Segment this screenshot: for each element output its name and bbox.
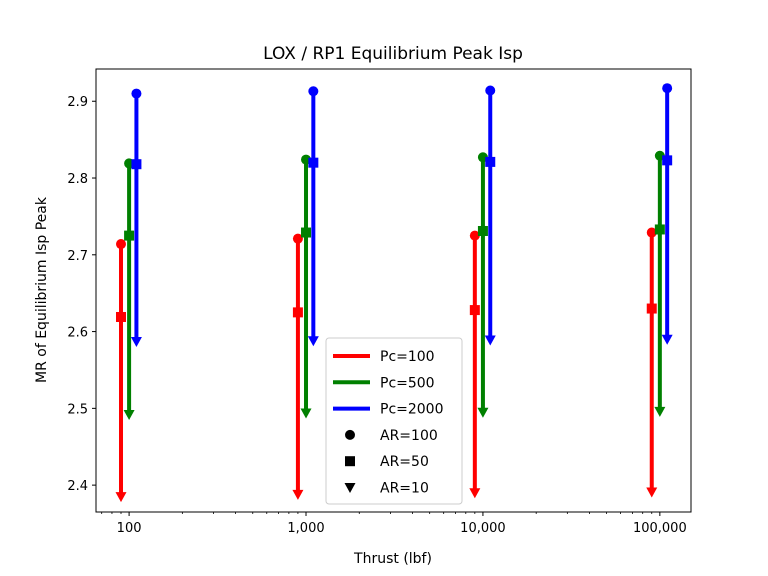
ar100-point xyxy=(469,230,480,241)
legend-triangle-marker xyxy=(344,483,356,493)
legend-circle-marker xyxy=(345,429,355,440)
ar10-point xyxy=(292,489,304,500)
ar10-point xyxy=(646,487,658,498)
ar50-point xyxy=(308,157,319,168)
y-tick-label: 2.6 xyxy=(67,326,88,341)
ar50-point xyxy=(485,156,496,167)
x-tick-label: 100,000 xyxy=(633,521,687,536)
legend-series-label: Pc=500 xyxy=(380,375,435,391)
legend-series-label: Pc=2000 xyxy=(380,402,444,418)
ar10-point xyxy=(484,335,496,346)
ar10-point xyxy=(123,409,135,420)
ar10-point xyxy=(661,334,673,345)
y-tick-label: 2.8 xyxy=(67,172,88,187)
ar10-point xyxy=(300,408,312,419)
ar100-point xyxy=(131,88,142,99)
x-axis-label: Thrust (lbf) xyxy=(353,551,432,567)
legend-marker-label: AR=100 xyxy=(380,428,438,444)
x-tick-label: 1,000 xyxy=(287,521,324,536)
y-tick-label: 2.7 xyxy=(67,249,88,264)
ar100-point xyxy=(662,83,673,94)
legend-box xyxy=(325,337,463,505)
legend-series-label: Pc=100 xyxy=(380,349,435,365)
ar50-point xyxy=(131,159,142,170)
ar100-point xyxy=(308,86,319,97)
ar50-point xyxy=(662,155,673,166)
x-axis: 100 1,000 10,000 100,000 xyxy=(101,512,687,536)
ar50-point xyxy=(469,305,480,316)
y-tick-label: 2.4 xyxy=(67,479,88,494)
ar100-point xyxy=(485,85,496,96)
ar10-point xyxy=(307,336,319,347)
ar10-point xyxy=(130,337,142,348)
y-axis: 2.4 2.5 2.6 2.7 2.8 2.9 xyxy=(67,95,96,494)
ar50-point xyxy=(654,224,665,235)
series-group xyxy=(115,227,658,503)
ar50-point xyxy=(477,225,488,236)
x-tick-label: 10,000 xyxy=(460,521,506,536)
ar50-point xyxy=(124,230,135,241)
y-tick-label: 2.9 xyxy=(67,95,88,110)
ar100-point xyxy=(292,233,303,244)
legend-marker-label: AR=10 xyxy=(380,481,429,497)
plot-area xyxy=(115,83,673,503)
ar50-point xyxy=(116,311,127,322)
ar100-point xyxy=(646,227,657,238)
ar50-point xyxy=(301,227,312,238)
legend-square-marker xyxy=(345,456,355,467)
axes-frame xyxy=(95,68,692,513)
ar50-point xyxy=(292,307,303,318)
chart-title: LOX / RP1 Equilibrium Peak Isp xyxy=(263,44,523,64)
y-tick-label: 2.5 xyxy=(67,402,88,417)
legend-marker-label: AR=50 xyxy=(380,454,429,470)
series-group xyxy=(130,83,673,348)
ar100-point xyxy=(116,239,127,250)
series-group xyxy=(123,150,666,420)
ar10-point xyxy=(115,492,127,503)
legend: Pc=100 Pc=500 Pc=2000 AR=100 AR=50 AR=10 xyxy=(325,337,463,505)
ar50-point xyxy=(646,303,657,314)
ar10-point xyxy=(469,488,481,499)
x-tick-label: 100 xyxy=(117,521,142,536)
y-axis-label: MR of Equilibrium Isp Peak xyxy=(34,196,50,383)
ar10-point xyxy=(654,406,666,417)
ar10-point xyxy=(477,407,489,418)
